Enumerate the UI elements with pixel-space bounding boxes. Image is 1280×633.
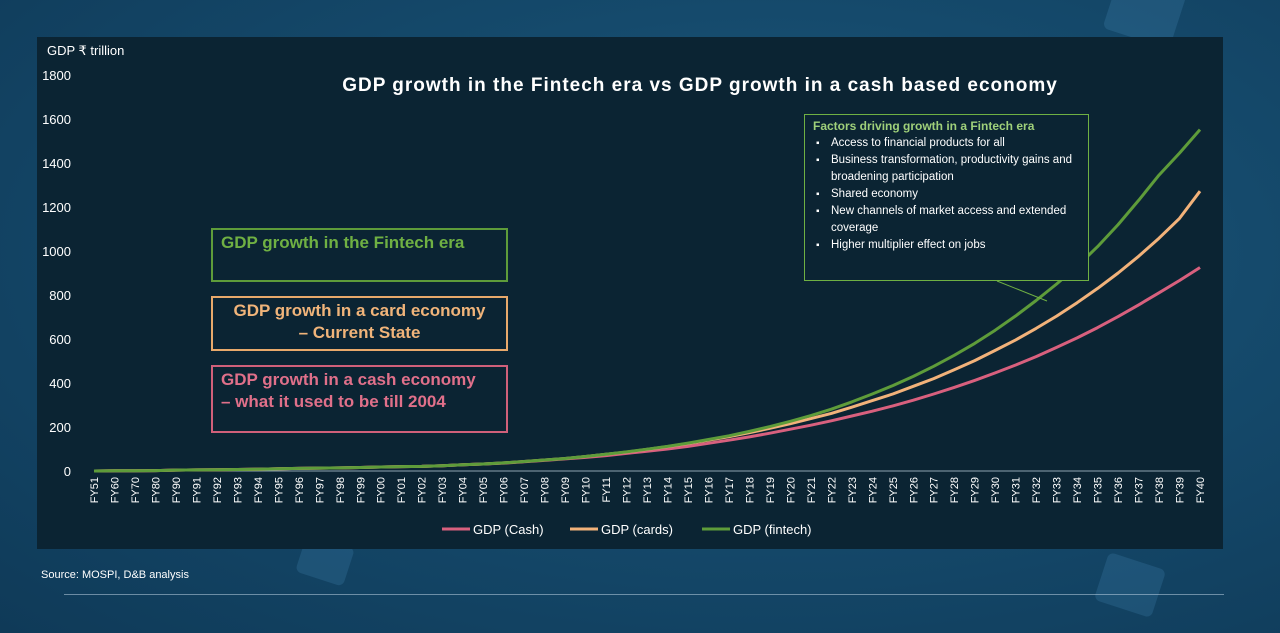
factors-item: Higher multiplier effect on jobs xyxy=(813,237,1080,254)
x-tick-label: FY25 xyxy=(888,477,900,503)
x-tick-label: FY23 xyxy=(847,477,859,503)
factors-item: Business transformation, productivity ga… xyxy=(813,152,1080,186)
callout-card-line1: GDP growth in a card economy xyxy=(233,301,486,320)
x-tick-label: FY20 xyxy=(785,477,797,503)
factors-title: Factors driving growth in a Fintech era xyxy=(813,119,1035,133)
x-tick-label: FY00 xyxy=(376,477,388,503)
x-tick-label: FY17 xyxy=(724,477,736,503)
factors-item: Shared economy xyxy=(813,186,1080,203)
y-tick-label: 600 xyxy=(49,332,71,347)
chart-panel: 0 200 400 600 800 1000 1200 1400 1600 1800 FY51 FY6… xyxy=(37,37,1223,549)
callout-cash-line2: – what it used to be till 2004 xyxy=(221,392,446,411)
x-tick-label: FY34 xyxy=(1072,477,1084,503)
chart-title: GDP growth in the Fintech era vs GDP gro… xyxy=(342,75,1058,96)
y-tick-label: 1000 xyxy=(42,244,71,259)
x-tick-label: FY12 xyxy=(622,477,634,503)
x-tick-label: FY27 xyxy=(929,477,941,503)
x-tick-label: FY16 xyxy=(703,477,715,503)
x-tick-label: FY35 xyxy=(1093,477,1105,503)
x-tick-label: FY70 xyxy=(130,477,142,503)
factors-item: New channels of market access and extend… xyxy=(813,203,1080,237)
x-tick-label: FY01 xyxy=(396,477,408,503)
x-tick-label: FY31 xyxy=(1011,477,1023,503)
x-tick-label: FY60 xyxy=(109,477,121,503)
x-tick-label: FY80 xyxy=(150,477,162,503)
x-tick-label: FY93 xyxy=(232,477,244,503)
x-tick-label: FY04 xyxy=(458,477,470,503)
factors-connector-line xyxy=(996,280,1048,302)
y-tick-label: 1200 xyxy=(42,200,71,215)
x-tick-label: FY14 xyxy=(662,477,674,503)
source-note: Source: MOSPI, D&B analysis xyxy=(41,569,189,581)
x-tick-label: FY06 xyxy=(499,477,511,503)
legend-label: GDP (Cash) xyxy=(473,522,544,537)
x-tick-label: FY37 xyxy=(1134,477,1146,503)
x-tick-label: FY26 xyxy=(908,477,920,503)
factors-box: Factors driving growth in a Fintech era … xyxy=(804,114,1089,281)
callout-cash-box: GDP growth in a cash economy – what it u… xyxy=(211,365,508,433)
callout-card-box: GDP growth in a card economy – Current S… xyxy=(211,296,508,351)
x-tick-label: FY39 xyxy=(1175,477,1187,503)
x-tick-label: FY98 xyxy=(335,477,347,503)
callout-fintech-box: GDP growth in the Fintech era xyxy=(211,228,508,282)
callout-cash-line1: GDP growth in a cash economy xyxy=(221,370,476,389)
series-line-gdpfintech xyxy=(93,128,1202,473)
x-tick-label: FY21 xyxy=(806,477,818,503)
x-tick-label: FY08 xyxy=(540,477,552,503)
x-tick-label: FY05 xyxy=(478,477,490,503)
x-tick-label: FY40 xyxy=(1195,477,1207,503)
x-tick-label: FY19 xyxy=(765,477,777,503)
x-tick-label: FY99 xyxy=(355,477,367,503)
legend-label: GDP (fintech) xyxy=(733,522,812,537)
x-tick-label: FY07 xyxy=(519,477,531,503)
y-tick-label: 1400 xyxy=(42,156,71,171)
legend-label: GDP (cards) xyxy=(601,522,673,537)
footer-divider xyxy=(64,594,1224,595)
x-tick-label: FY10 xyxy=(581,477,593,503)
x-tick-label: FY32 xyxy=(1031,477,1043,503)
x-tick-label: FY51 xyxy=(89,477,101,503)
x-tick-label: FY24 xyxy=(867,477,879,503)
y-tick-label: 1600 xyxy=(42,112,71,127)
x-tick-label: FY11 xyxy=(601,477,613,502)
x-tick-label: FY03 xyxy=(437,477,449,503)
x-tick-label: FY29 xyxy=(970,477,982,503)
y-tick-label: 200 xyxy=(49,420,71,435)
callout-card-line2: – Current State xyxy=(298,323,421,342)
x-tick-label: FY22 xyxy=(826,477,838,503)
x-tick-label: FY95 xyxy=(273,477,285,503)
x-tick-label: FY30 xyxy=(990,477,1002,503)
factors-item: Access to financial products for all xyxy=(813,135,1080,152)
x-tick-label: FY38 xyxy=(1154,477,1166,503)
factors-list: Access to financial products for all Bus… xyxy=(813,135,1080,254)
x-tick-label: FY33 xyxy=(1052,477,1064,503)
x-tick-label: FY13 xyxy=(642,477,654,503)
x-tick-label: FY96 xyxy=(294,477,306,503)
x-tick-label: FY36 xyxy=(1113,477,1125,503)
background-tile xyxy=(1093,551,1167,619)
x-tick-label: FY15 xyxy=(683,477,695,503)
y-tick-label: 1800 xyxy=(42,68,71,83)
y-tick-label: 0 xyxy=(64,464,71,479)
y-tick-label: 400 xyxy=(49,376,71,391)
x-tick-label: FY97 xyxy=(314,477,326,503)
x-tick-label: FY91 xyxy=(191,477,203,503)
chart-svg: 0 200 400 600 800 1000 1200 1400 1600 1800 FY51 FY6… xyxy=(42,68,1207,537)
y-axis-unit-label: GDP ₹ trillion xyxy=(47,43,125,58)
x-tick-label: FY90 xyxy=(171,477,183,503)
x-tick-label: FY92 xyxy=(212,477,224,503)
callout-fintech-text: GDP growth in the Fintech era xyxy=(221,233,465,252)
x-tick-label: FY28 xyxy=(949,477,961,503)
x-tick-label: FY94 xyxy=(253,477,265,503)
x-tick-label: FY18 xyxy=(744,477,756,503)
y-tick-label: 800 xyxy=(49,288,71,303)
x-tick-label: FY09 xyxy=(560,477,572,503)
x-tick-label: FY02 xyxy=(417,477,429,503)
